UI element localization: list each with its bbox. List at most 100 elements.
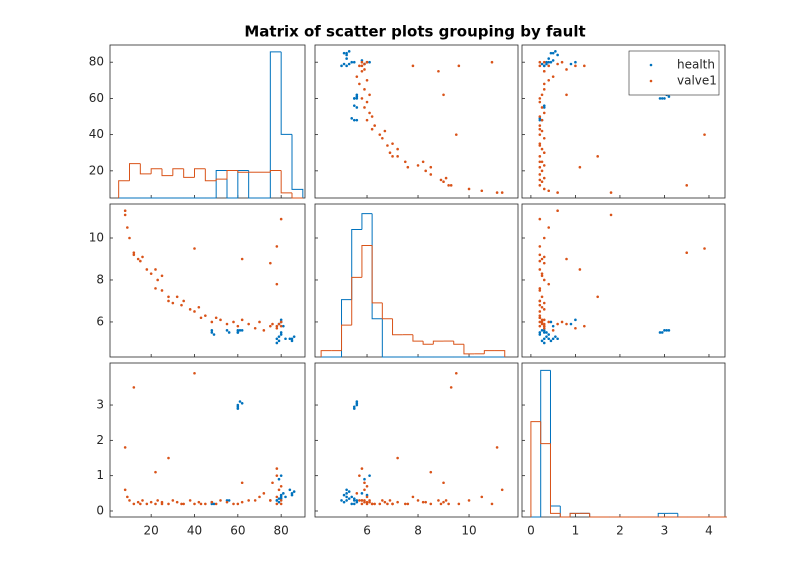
histogram-bin xyxy=(549,443,561,514)
scatter-point xyxy=(282,492,285,495)
scatter-point xyxy=(540,160,544,164)
scatter-point xyxy=(355,401,359,405)
scatter-point xyxy=(381,136,384,140)
scatter-point xyxy=(542,136,546,140)
scatter-point xyxy=(210,329,214,332)
scatter-point xyxy=(358,64,361,68)
histogram-bin xyxy=(215,178,227,181)
scatter-point xyxy=(660,331,664,334)
scatter-point xyxy=(545,60,548,64)
chart-title: Matrix of scatter plots grouping by faul… xyxy=(244,23,585,41)
histogram-bin xyxy=(371,245,383,304)
scatter-point xyxy=(424,169,427,173)
scatter-point xyxy=(596,295,599,299)
scatter-point xyxy=(370,127,374,131)
x-tick-label: 60 xyxy=(230,524,245,538)
scatter-point xyxy=(538,173,542,176)
scatter-point xyxy=(560,60,564,64)
scatter-point xyxy=(583,324,586,328)
scatter-point xyxy=(167,295,170,299)
scatter-point xyxy=(658,97,662,100)
scatter-point xyxy=(542,331,546,334)
scatter-point xyxy=(180,303,183,307)
scatter-point xyxy=(279,474,283,477)
scatter-point xyxy=(540,274,544,278)
panel-frame xyxy=(109,362,306,518)
scatter-point xyxy=(279,333,283,336)
scatter-point xyxy=(199,316,203,320)
scatter-point xyxy=(275,341,279,345)
scatter-point xyxy=(578,268,582,271)
scatter-point xyxy=(275,502,279,506)
scatter-point xyxy=(538,115,542,118)
scatter-point xyxy=(345,495,348,499)
histogram-bin xyxy=(237,170,249,173)
scatter-point xyxy=(538,60,542,64)
x-tick-label: 6 xyxy=(363,524,371,538)
scatter-point xyxy=(262,329,266,332)
scatter-point xyxy=(358,82,361,86)
x-tick-label: 10 xyxy=(461,524,476,538)
scatter-point xyxy=(123,446,127,449)
scatter-point xyxy=(240,481,244,485)
scatter-point xyxy=(126,495,129,499)
scatter-point xyxy=(358,499,361,502)
scatter-point xyxy=(538,100,542,104)
scatter-point xyxy=(247,322,250,326)
x-tick-label: 20 xyxy=(144,524,159,538)
scatter-point xyxy=(193,502,196,506)
y-tick-label: 60 xyxy=(89,91,104,105)
scatter-point xyxy=(547,79,551,82)
scatter-point xyxy=(238,400,242,403)
scatter-point xyxy=(123,488,127,492)
scatter-point xyxy=(132,502,136,506)
scatter-point xyxy=(542,60,546,64)
histogram-bin xyxy=(483,350,495,354)
scatter-point xyxy=(363,481,366,485)
panel: 6 8 10 xyxy=(89,203,306,358)
scatter-point xyxy=(355,93,359,97)
histogram-bin xyxy=(291,192,303,199)
scatter-point xyxy=(540,295,544,299)
scatter-point xyxy=(447,502,450,506)
scatter-point xyxy=(269,324,272,328)
scatter-point xyxy=(457,502,461,506)
scatter-point xyxy=(360,64,364,68)
scatter-point xyxy=(350,117,354,120)
scatter-point xyxy=(540,329,544,332)
scatter-point xyxy=(240,257,244,261)
histogram-bin xyxy=(150,168,162,174)
x-tick-label: 8 xyxy=(414,524,422,538)
scatter-point xyxy=(342,493,346,497)
histogram-bin xyxy=(129,163,141,181)
scatter-point xyxy=(284,337,287,341)
scatter-point xyxy=(240,318,244,322)
scatter-point xyxy=(542,104,546,107)
scatter-point xyxy=(275,474,279,477)
panel-frame xyxy=(314,44,519,199)
scatter-point xyxy=(540,339,544,343)
scatter-point xyxy=(538,117,542,120)
scatter-point xyxy=(352,405,356,409)
legend-label: valve1 xyxy=(677,74,717,88)
scatter-point xyxy=(149,272,153,275)
scatter-point xyxy=(442,93,445,97)
scatter-point xyxy=(663,97,666,100)
scatter-point xyxy=(236,502,240,506)
scatter-point xyxy=(365,118,369,122)
histogram-bin xyxy=(226,169,238,180)
scatter-point xyxy=(378,133,382,136)
scatter-point xyxy=(204,502,207,506)
scatter-point xyxy=(542,64,546,68)
scatter-point xyxy=(132,251,136,254)
scatter-point xyxy=(167,456,170,460)
scatter-point xyxy=(277,322,281,326)
scatter-point xyxy=(275,245,279,248)
scatter-point xyxy=(363,62,366,66)
scatter-point xyxy=(355,106,359,109)
histogram-bin xyxy=(453,341,464,345)
scatter-point xyxy=(565,257,568,261)
x-tick-label: 4 xyxy=(705,524,713,538)
scatter-point xyxy=(411,495,415,499)
scatter-point xyxy=(542,236,546,240)
